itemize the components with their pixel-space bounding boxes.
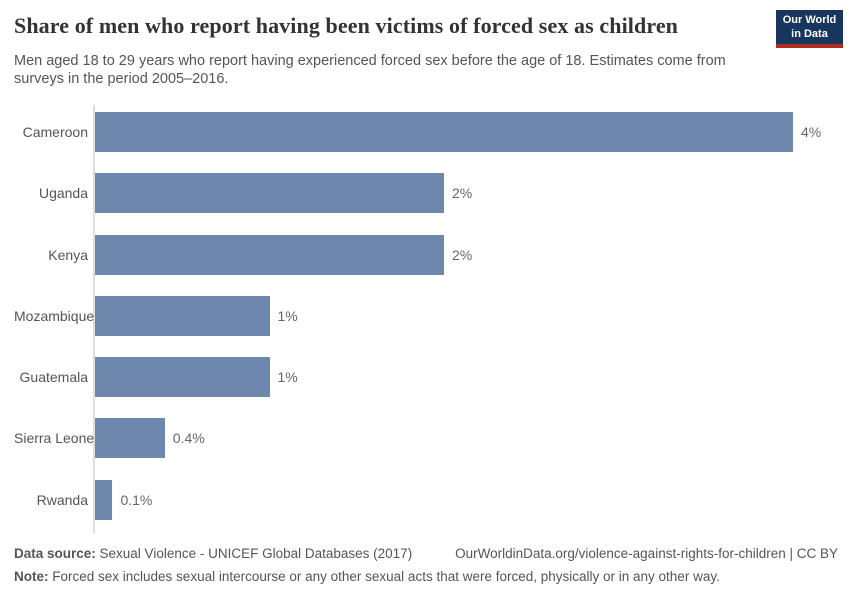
country-label: Cameroon <box>22 124 88 140</box>
footer-link[interactable]: OurWorldinData.org/violence-against-righ… <box>455 546 838 561</box>
value-label: 4% <box>801 124 822 140</box>
y-axis-line <box>93 105 95 533</box>
bar[interactable] <box>95 479 113 520</box>
bar-chart-plot: Cameroon 4% Uganda 2% Kenya 2% Mozambique 1% Gua… <box>14 105 838 535</box>
country-label: Guatemala <box>19 369 88 386</box>
note-text: Forced sex includes sexual intercourse o… <box>48 569 720 584</box>
chart-row: Uganda 2% <box>14 173 838 214</box>
chart-row: Sierra Leone 0.4% <box>14 418 838 459</box>
country-label: Kenya <box>48 246 88 263</box>
country-label: Sierra Leone <box>14 430 95 447</box>
value-label: 2% <box>452 246 473 263</box>
owid-logo-line1: Our World <box>782 14 837 26</box>
value-label: 0.1% <box>120 491 153 508</box>
value-label: 1% <box>277 307 298 324</box>
chart-row: Mozambique 1% <box>14 295 838 336</box>
country-label: Uganda <box>38 185 88 202</box>
owid-logo-line2: in Data <box>791 27 828 40</box>
bar[interactable] <box>95 112 793 152</box>
bar[interactable] <box>95 295 270 336</box>
note-label: Note: <box>14 569 49 584</box>
chart-subtitle: Men aged 18 to 29 years who report havin… <box>14 53 726 88</box>
bar[interactable] <box>95 357 270 398</box>
country-label: Rwanda <box>36 491 88 508</box>
chart-row: Cameroon 4% <box>14 112 838 152</box>
chart-row: Guatemala 1% <box>14 357 838 398</box>
datasource-text: Sexual Violence - UNICEF Global Database… <box>95 546 413 561</box>
bar[interactable] <box>95 173 444 214</box>
page-title: Share of men who report having been vict… <box>14 13 679 38</box>
value-label: 2% <box>452 185 473 202</box>
value-label: 0.4% <box>172 430 205 447</box>
country-label: Mozambique <box>14 307 95 324</box>
chart-row: Kenya 2% <box>14 234 838 275</box>
datasource-label: Data source: <box>14 546 96 561</box>
footer-note: Note: Forced sex includes sexual interco… <box>14 569 838 584</box>
bar-rows: Cameroon 4% Uganda 2% Kenya 2% Mozambique 1% Gua… <box>14 112 838 520</box>
value-label: 1% <box>277 369 298 386</box>
bar[interactable] <box>95 418 165 459</box>
owid-logo[interactable]: Our World in Data <box>776 10 843 48</box>
bar[interactable] <box>95 234 444 275</box>
chart-row: Rwanda 0.1% <box>14 479 838 520</box>
footer-datasource: Data source: Sexual Violence - UNICEF Gl… <box>14 546 412 561</box>
